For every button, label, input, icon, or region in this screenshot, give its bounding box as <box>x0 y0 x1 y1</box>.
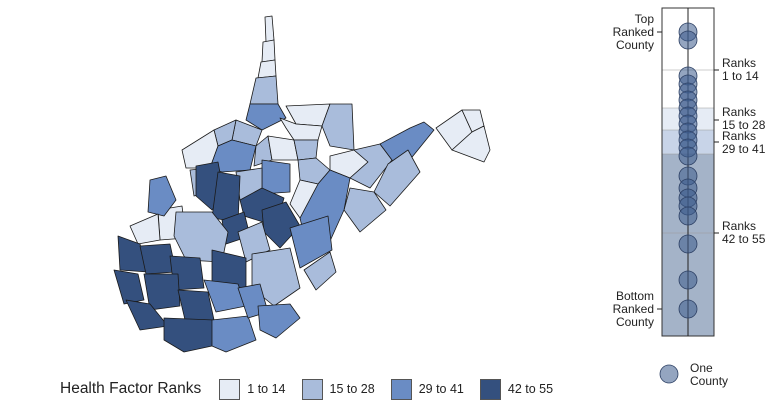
one-county-legend-dot <box>659 364 679 384</box>
county-nicholas[interactable] <box>237 221 271 263</box>
county-mineral[interactable] <box>379 121 435 173</box>
bottom-label-line-1: Bottom <box>615 289 654 303</box>
band-label-2-line-2: 15 to 28 <box>722 118 766 132</box>
band-label-3-line-1: Ranks <box>722 129 757 143</box>
one-county-label: One County <box>690 362 728 388</box>
county-putnam[interactable] <box>129 213 161 245</box>
county-wetzel[interactable] <box>245 103 287 131</box>
legend-key-2: 15 to 28 <box>301 378 375 400</box>
bottom-label-line-2: Ranked <box>612 302 654 316</box>
band-label-1: Ranks 1 to 14 <box>722 57 759 83</box>
county-dot[interactable] <box>678 146 698 166</box>
legend-swatch-1 <box>219 378 241 400</box>
band-label-2: Ranks 15 to 28 <box>722 106 765 132</box>
county-greenbrier[interactable] <box>251 247 301 307</box>
band-label-4: Ranks 42 to 55 <box>722 220 765 246</box>
county-upshur[interactable] <box>289 179 319 219</box>
band-label-2-line-1: Ranks <box>722 105 757 119</box>
legend-swatch-3 <box>390 378 412 400</box>
county-monroe[interactable] <box>257 303 301 339</box>
county-dot[interactable] <box>678 30 698 50</box>
county-logan[interactable] <box>143 273 181 311</box>
county-dots <box>678 22 698 319</box>
county-dot[interactable] <box>678 206 698 226</box>
legend-key-3: 29 to 41 <box>390 378 464 400</box>
county-hardy[interactable] <box>373 149 421 207</box>
band-label-1-line-1: Ranks <box>722 56 757 70</box>
top-label-line-1: Top <box>634 12 654 26</box>
county-preston[interactable] <box>321 103 355 151</box>
bottom-label-line-3: County <box>615 315 654 329</box>
county-wayne[interactable] <box>113 269 145 305</box>
legend-label-4: 42 to 55 <box>507 382 554 396</box>
band-label-1-line-2: 1 to 14 <box>722 69 759 83</box>
legend-key-4: 42 to 55 <box>479 378 554 400</box>
county-dot[interactable] <box>678 234 698 254</box>
legend-label-1: 1 to 14 <box>247 382 286 396</box>
legend-label-2: 15 to 28 <box>329 382 375 396</box>
county-mason[interactable] <box>147 175 177 217</box>
county-mcdowell[interactable] <box>163 317 215 353</box>
health-factor-legend: Health Factor Ranks 1 to 14 15 to 28 29 … <box>60 376 569 402</box>
county-pocahontas[interactable] <box>289 215 333 269</box>
legend-swatch-2 <box>301 378 323 400</box>
top-label-line-3: County <box>615 38 654 52</box>
county-dot[interactable] <box>678 270 698 290</box>
band-label-4-line-2: 42 to 55 <box>722 232 766 246</box>
county-dot[interactable] <box>678 299 698 319</box>
one-county-line-1: One <box>690 361 713 375</box>
one-county-line-2: County <box>690 374 729 388</box>
band-label-4-line-1: Ranks <box>722 219 757 233</box>
bottom-ranked-label: Bottom Ranked County <box>596 290 654 329</box>
legend-swatch-4 <box>479 378 501 400</box>
legend-title: Health Factor Ranks <box>60 380 202 397</box>
top-ranked-label: Top Ranked County <box>596 13 654 52</box>
legend-label-3: 29 to 41 <box>418 382 464 396</box>
county-berkeley[interactable] <box>451 125 491 163</box>
county-mercer[interactable] <box>211 315 257 353</box>
top-label-line-2: Ranked <box>612 25 654 39</box>
band-label-3: Ranks 29 to 41 <box>722 130 765 156</box>
band-label-3-line-2: 29 to 41 <box>722 142 766 156</box>
county-jefferson-2[interactable] <box>303 251 337 291</box>
legend-key-1: 1 to 14 <box>219 378 286 400</box>
